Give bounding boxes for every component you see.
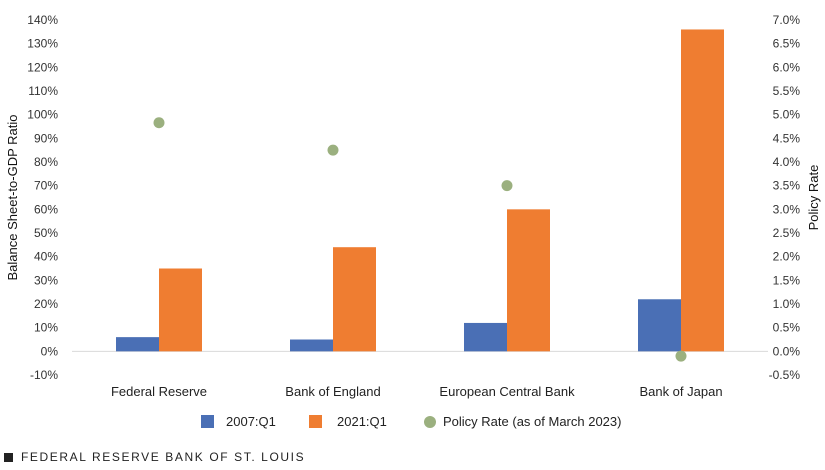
bar <box>507 209 550 352</box>
left-tick-label: 40% <box>34 250 58 264</box>
category-label: European Central Bank <box>439 384 575 399</box>
category-labels: Federal Reserve Bank of England European C… <box>111 384 723 399</box>
left-tick-label: 140% <box>27 13 58 27</box>
legend-label-2007: 2007:Q1 <box>226 414 276 429</box>
right-tick-label: 6.5% <box>773 37 801 51</box>
policy-rate-points <box>153 117 687 362</box>
left-tick-label: 120% <box>27 60 58 74</box>
bar <box>333 247 376 352</box>
right-tick-label: 1.0% <box>773 297 801 311</box>
right-tick-label: 4.0% <box>773 155 801 169</box>
right-tick-label: 2.5% <box>773 226 801 240</box>
right-tick-label: -0.5% <box>769 368 801 382</box>
right-tick-label: 7.0% <box>773 13 801 27</box>
policy-rate-point <box>675 350 687 362</box>
policy-rate-point <box>153 117 165 129</box>
left-tick-label: 130% <box>27 37 58 51</box>
left-axis-ticks: -10% 0% 10% 20% 30% 40% 50% 60% 70% 80% 90% 100% 110… <box>27 13 58 382</box>
left-tick-label: 90% <box>34 131 58 145</box>
right-tick-label: 1.5% <box>773 273 801 287</box>
left-tick-label: 50% <box>34 226 58 240</box>
left-tick-label: 10% <box>34 321 58 335</box>
footer: FEDERAL RESERVE BANK OF ST. LOUIS <box>4 450 305 464</box>
right-tick-label: 0.5% <box>773 321 801 335</box>
legend-label-2021: 2021:Q1 <box>337 414 387 429</box>
bar <box>681 29 724 352</box>
left-tick-label: 20% <box>34 297 58 311</box>
category-label: Federal Reserve <box>111 384 207 399</box>
legend-swatch-2007 <box>201 415 214 428</box>
legend: 2007:Q1 2021:Q1 Policy Rate (as of March… <box>201 414 621 429</box>
bar <box>638 299 681 352</box>
policy-rate-point <box>501 180 513 192</box>
left-tick-label: 110% <box>28 84 58 98</box>
right-tick-label: 3.5% <box>773 179 801 193</box>
left-tick-label: 100% <box>27 108 58 122</box>
legend-swatch-policy-rate <box>424 416 436 428</box>
right-tick-label: 0.0% <box>773 344 801 358</box>
category-label: Bank of England <box>285 384 380 399</box>
right-tick-label: 6.0% <box>773 60 801 74</box>
right-axis-ticks: -0.5% 0.0% 0.5% 1.0% 1.5% 2.0% 2.5% 3.0% 3.5% 4.0… <box>769 13 801 382</box>
legend-label-policy-rate: Policy Rate (as of March 2023) <box>443 414 621 429</box>
policy-rate-point <box>327 144 339 156</box>
left-tick-label: 30% <box>34 273 58 287</box>
bars <box>116 29 724 352</box>
right-tick-label: 5.5% <box>773 84 801 98</box>
right-tick-label: 3.0% <box>773 202 801 216</box>
bar <box>159 268 202 352</box>
left-tick-label: 60% <box>34 202 58 216</box>
left-tick-label: 80% <box>34 155 58 169</box>
right-tick-label: 2.0% <box>773 250 801 264</box>
footer-square-icon <box>4 452 13 462</box>
left-axis-title: Balance Sheet-to-GDP Ratio <box>5 115 20 281</box>
left-tick-label: 0% <box>41 344 59 358</box>
right-tick-label: 5.0% <box>773 108 801 122</box>
bar <box>464 322 507 352</box>
bar <box>116 337 159 352</box>
left-tick-label: 70% <box>34 179 58 193</box>
right-tick-label: 4.5% <box>773 131 801 145</box>
legend-swatch-2021 <box>309 415 322 428</box>
left-tick-label: -10% <box>30 368 58 382</box>
bar <box>290 339 333 352</box>
category-label: Bank of Japan <box>639 384 722 399</box>
right-axis-title: Policy Rate <box>806 165 821 231</box>
footer-source: FEDERAL RESERVE BANK OF ST. LOUIS <box>21 450 306 464</box>
